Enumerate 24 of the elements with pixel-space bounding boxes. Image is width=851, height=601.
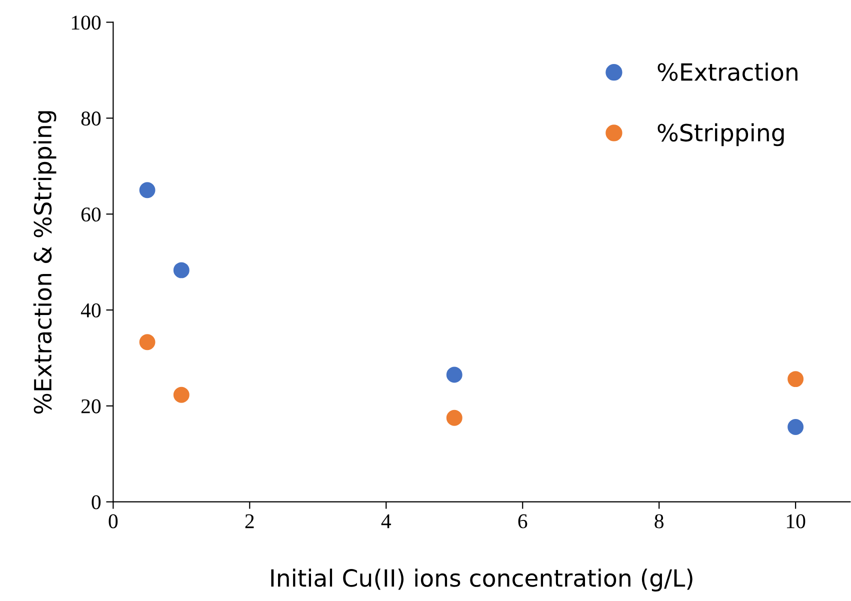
y-tick-label: 40 — [80, 303, 101, 318]
point — [788, 371, 804, 388]
point — [139, 182, 156, 198]
legend-label: %Stripping — [658, 123, 784, 146]
point — [446, 366, 462, 383]
x-axis-title: Initial Cu(II) ions concentration (g/L) — [271, 568, 692, 592]
x-tick-label: 4 — [381, 514, 392, 528]
point — [139, 334, 156, 350]
y-tick-label: 100 — [72, 16, 101, 30]
point — [788, 419, 804, 435]
x-tick-label: 8 — [654, 514, 664, 528]
y-tick-label: 60 — [81, 207, 101, 222]
y-axis-title: %Extraction & %Stripping — [33, 111, 56, 414]
y-tick-label: 20 — [81, 399, 101, 414]
point — [446, 410, 462, 426]
x-tick-label: 6 — [518, 514, 528, 528]
point — [173, 262, 190, 278]
point — [173, 386, 190, 403]
x-tick-label: 0 — [108, 514, 118, 528]
x-tick-label: 2 — [245, 514, 254, 528]
y-tick-label: 0 — [92, 495, 101, 510]
y-tick-label: 80 — [81, 112, 101, 126]
x-tick-label: 10 — [786, 514, 806, 528]
legend-label: %Extraction — [658, 62, 798, 81]
